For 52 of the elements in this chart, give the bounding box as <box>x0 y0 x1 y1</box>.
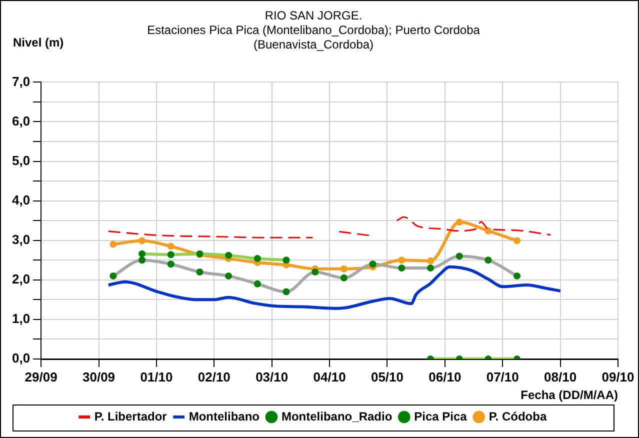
x-tick-label: 08/10 <box>544 369 577 384</box>
x-axis-title: Fecha (DD/M/AA) <box>520 388 618 402</box>
y-tick-label: 3,0 <box>12 232 30 247</box>
x-tick-label: 30/09 <box>82 369 116 384</box>
y-tick-label: 2,0 <box>12 271 30 286</box>
y-tick-label: 7,0 <box>12 74 30 89</box>
y-tick-label: 0,0 <box>12 350 30 366</box>
y-tick-label: 1,0 <box>12 311 30 326</box>
point <box>514 272 521 280</box>
point <box>110 272 117 280</box>
point <box>167 242 174 250</box>
point <box>282 288 290 296</box>
chart-subtitle: Estaciones Pica Pica (Montelibano_Cordoba); Puerto Cordoba (Buenavista_Cordoba) <box>147 22 480 52</box>
point <box>340 274 348 282</box>
x-tick-label: 05/10 <box>370 369 404 384</box>
point <box>398 256 406 264</box>
y-tick-label: 5,0 <box>12 152 30 168</box>
x-tick-label: 03/10 <box>256 369 288 384</box>
legend-label: Montelibano <box>188 409 260 424</box>
chart-title: RIO SAN JORGE. <box>264 8 362 23</box>
x-tick-label: 01/10 <box>140 369 173 384</box>
y-axis-title: Nivel (m) <box>13 35 64 50</box>
point <box>398 264 406 272</box>
point <box>254 280 261 288</box>
point <box>312 268 319 276</box>
point <box>456 252 463 260</box>
x-tick-label: 06/10 <box>428 369 462 384</box>
y-tick-label: 4,0 <box>12 192 30 208</box>
legend-label: Montelibano_Radio <box>281 409 392 424</box>
x-tick-label: 07/10 <box>486 369 519 384</box>
point <box>196 268 204 276</box>
point <box>369 260 376 268</box>
x-tick-label: 29/09 <box>24 369 58 384</box>
legend-label: P. Códoba <box>488 409 547 424</box>
x-tick-label: 09/10 <box>602 369 634 384</box>
point <box>484 256 492 264</box>
point <box>427 257 434 264</box>
point <box>514 237 521 244</box>
x-tick-label: 02/10 <box>198 369 230 384</box>
x-tick-label: 04/10 <box>313 369 346 384</box>
point <box>110 240 117 248</box>
legend-label: Pica Pica <box>414 409 468 424</box>
point <box>138 237 146 244</box>
point <box>138 256 146 264</box>
y-tick-label: 6,0 <box>12 113 30 128</box>
legend-label: P. Libertador <box>94 409 168 424</box>
point <box>456 218 463 226</box>
point <box>427 264 434 272</box>
point <box>225 272 232 280</box>
point <box>484 227 492 234</box>
point <box>340 265 348 272</box>
point <box>167 260 174 268</box>
